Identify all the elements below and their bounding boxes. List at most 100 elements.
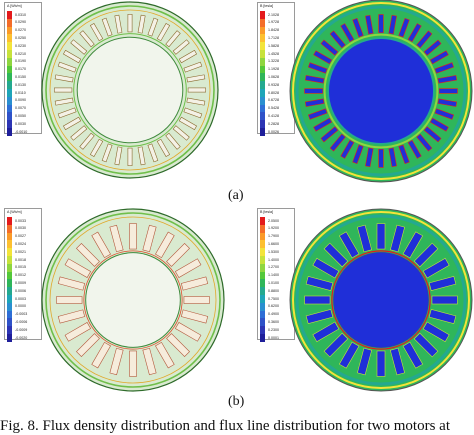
legend-tick-label: 0.0170: [15, 67, 26, 72]
stator-slot: [174, 258, 202, 278]
flux-density-plot-a: [289, 0, 473, 183]
stator-slot: [422, 321, 450, 343]
stator-slot: [79, 132, 95, 150]
legend-tick-label: 0.4128: [268, 114, 279, 118]
stator-slot: [398, 144, 410, 165]
stator-slot: [304, 295, 331, 305]
stator-slot: [398, 17, 410, 38]
stator-slot: [376, 350, 386, 377]
stator-slot: [376, 223, 386, 250]
stator-slot: [352, 144, 364, 165]
stator-slot: [304, 98, 325, 107]
legend-swatch: [7, 334, 12, 342]
legend-swatch: [7, 128, 12, 136]
legend-swatch: [7, 89, 12, 97]
air-gap: [331, 250, 431, 350]
legend-swatch: [7, 217, 12, 225]
legend-swatch: [260, 295, 265, 303]
legend-swatch: [260, 302, 265, 311]
stator-slot: [129, 350, 137, 377]
legend-tick-label: 0.0030: [15, 226, 26, 231]
legend-tick-label: 0.0190: [15, 59, 26, 64]
flux-line-ring: [45, 5, 215, 175]
legend-title: A [Wb/m]: [7, 4, 22, 8]
legend-tick-label: 0.0230: [15, 43, 26, 48]
legend-swatch: [7, 318, 12, 327]
stator-slot: [329, 30, 346, 49]
stator-slot: [402, 231, 424, 259]
legend-swatch: [260, 50, 265, 58]
legend-swatch: [7, 81, 12, 89]
air-gap: [73, 33, 187, 147]
legend-swatch: [7, 18, 12, 27]
legend-swatch: [260, 73, 265, 82]
stator-slot: [356, 347, 373, 376]
legend-swatch: [7, 279, 12, 288]
legend-swatch: [260, 334, 265, 342]
legend-tick-label: 0.9328: [268, 82, 279, 87]
stator-slot: [137, 146, 146, 166]
stator-slot: [64, 258, 92, 278]
stator-slot: [147, 17, 159, 37]
legend-tick-label: 1.4000: [268, 257, 279, 262]
legend-swatch: [260, 310, 265, 319]
stator-slot: [155, 341, 175, 369]
legend-tick-label: 0.0000: [15, 304, 26, 309]
yoke-mid-field: [295, 5, 467, 177]
stator-slot: [340, 23, 355, 43]
legend-b-left: A [Wb/m] 0.0033 0.0030 0.0027 0.0024 0.0021 0…: [4, 208, 42, 342]
stator-slot: [127, 14, 133, 33]
legend-swatch: [7, 11, 12, 19]
legend-tick-label: 0.0024: [15, 242, 26, 246]
stator-slot: [114, 14, 123, 34]
stator-slot: [434, 108, 455, 120]
stator-slot: [429, 117, 449, 132]
legend-tick-label: 0.0012: [15, 273, 26, 278]
stator-slot: [388, 147, 397, 168]
legend-swatch: [260, 287, 265, 295]
legend-tick-label: 1.3228: [268, 59, 279, 64]
legend-tick-label: 0.0009: [15, 281, 26, 285]
stator-slot: [428, 275, 457, 292]
legend-tick-label: 0.6728: [268, 98, 279, 103]
stator-slot: [323, 332, 349, 358]
stator-slot: [365, 14, 374, 35]
legend-tick-label: 0.0290: [15, 20, 26, 25]
legend-swatch: [260, 11, 265, 19]
legend-tick-label: 1.5828: [268, 43, 279, 48]
rotor: [76, 36, 184, 144]
subfigure-label-b: (b): [228, 394, 245, 409]
stator-slot: [142, 224, 157, 253]
legend-title: A [Wb/m]: [7, 210, 22, 214]
stator-slot: [307, 62, 328, 74]
legend-swatch: [7, 42, 12, 50]
stator-slot: [304, 88, 324, 94]
stator-slot: [155, 231, 175, 259]
legend-swatch: [260, 256, 265, 264]
legend-swatch: [260, 42, 265, 50]
legend-tick-label: -0.0009: [15, 327, 28, 332]
stator-slot: [180, 276, 209, 291]
legend-tick-label: 1.1928: [268, 67, 279, 72]
stator-slot: [56, 296, 83, 304]
stator-slot: [378, 14, 384, 34]
legend-tick-label: 1.7128: [268, 36, 279, 40]
stator-slot: [70, 39, 88, 55]
legend-swatch: [260, 279, 265, 288]
legend-swatch: [260, 128, 265, 136]
legend-swatch: [260, 26, 265, 35]
stator-slot: [64, 322, 92, 342]
stator-slot: [187, 87, 206, 93]
stator-slot: [178, 49, 198, 64]
stator-slot: [89, 22, 104, 42]
legend-tick-label: 1.9728: [268, 20, 279, 25]
stator-slot: [89, 138, 104, 158]
stator-slot: [307, 108, 328, 120]
legend-title: B [tesla]: [260, 210, 273, 214]
stator-slot: [165, 30, 181, 48]
stator-slot: [320, 126, 339, 143]
legend-tick-label: 1.7900: [268, 234, 279, 239]
legend-swatch: [7, 34, 12, 43]
flux-line-ring: [49, 216, 217, 384]
stator-slot: [79, 30, 95, 48]
